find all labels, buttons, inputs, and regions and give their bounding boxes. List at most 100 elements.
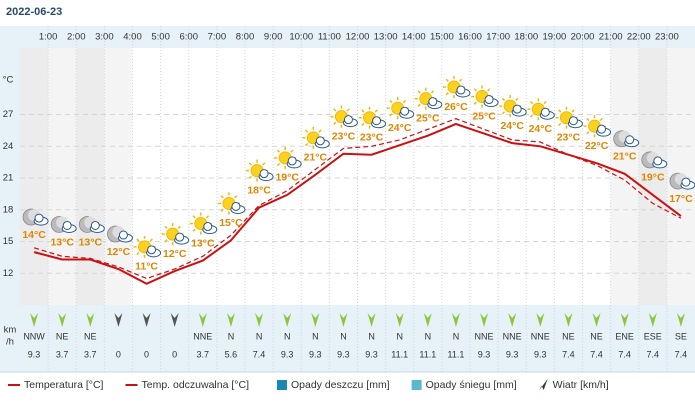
sun-ray <box>361 122 365 127</box>
wind-speed: 7.4 <box>590 349 603 359</box>
wind-arrow <box>255 313 264 327</box>
cloud-top <box>90 220 100 230</box>
hour-label: 19:00 <box>542 32 566 43</box>
sun-ray <box>501 111 506 115</box>
wind-arrow <box>114 313 123 327</box>
sun-ray <box>571 109 575 113</box>
cloud-top <box>512 104 522 114</box>
temperature-label: 18°C <box>247 184 271 196</box>
cloud-top <box>175 232 185 242</box>
legend-square <box>411 380 422 390</box>
sun-ray <box>136 238 140 242</box>
wind-speed: 9.3 <box>478 349 491 359</box>
temperature-label: 24°C <box>388 122 412 134</box>
hour-label: 13:00 <box>374 32 398 43</box>
weather-icon <box>302 126 330 149</box>
wind-speed: 11.1 <box>419 349 436 359</box>
weather-icon <box>133 235 162 258</box>
wind-speed: 9.3 <box>365 349 378 359</box>
sun-ray <box>361 109 365 113</box>
sun-ray <box>305 129 309 133</box>
weather-icon <box>161 223 190 246</box>
chart-title: 2022-06-23 <box>6 6 62 18</box>
legend-label: Opady śniegu [mm] <box>426 379 517 391</box>
cloud-top <box>400 106 410 116</box>
temperature-label: 13°C <box>79 236 103 248</box>
cloud-top <box>597 124 607 134</box>
weather-icon <box>583 115 612 138</box>
wind-speed: 3.7 <box>56 349 69 359</box>
hour-label: 7:00 <box>208 32 227 43</box>
weather-icon <box>330 105 358 128</box>
sun-ray <box>487 88 491 92</box>
wind-arrow <box>592 313 601 327</box>
wind-direction: ESE <box>644 331 662 341</box>
wind-direction: NNE <box>193 331 212 341</box>
legend-label: Wiatr [km/h] <box>553 379 609 391</box>
cloud-top <box>428 97 438 107</box>
hour-label: 10:00 <box>289 32 313 43</box>
weather-icon <box>669 172 695 190</box>
wind-direction: N <box>312 331 319 341</box>
sun-ray <box>192 228 196 232</box>
legend-arrow <box>538 379 548 391</box>
cloud-top <box>372 116 382 126</box>
hour-label: 22:00 <box>627 32 651 43</box>
weather-icon <box>555 106 583 129</box>
sun-ray <box>192 215 196 219</box>
night-column <box>104 48 133 305</box>
series-line <box>33 118 682 280</box>
temperature-label: 21°C <box>304 152 328 164</box>
wind-arrow <box>226 313 235 327</box>
weather-icon <box>499 95 527 118</box>
weather-icon <box>22 208 49 226</box>
temperature-label: 26°C <box>444 101 468 113</box>
wind-arrow <box>367 313 376 327</box>
wind-arrow <box>395 313 404 327</box>
wind-arrow <box>170 313 179 327</box>
sun-ray <box>445 92 449 96</box>
hour-label: 8:00 <box>236 32 255 43</box>
left-band <box>0 26 20 372</box>
wind-arrow <box>339 313 348 327</box>
y-tick-label: 24 <box>3 141 14 152</box>
temperature-label: 25°C <box>416 112 440 124</box>
weather-icon <box>217 192 246 215</box>
temperature-label: 11°C <box>135 261 158 273</box>
sun-ray <box>558 109 562 113</box>
hour-label: 6:00 <box>180 32 199 43</box>
wind-direction: N <box>228 331 235 341</box>
wind-direction: N <box>396 331 403 341</box>
wind-direction: N <box>284 331 291 341</box>
night-column <box>610 48 639 305</box>
sun-ray <box>164 239 168 243</box>
sun-ray <box>136 251 140 256</box>
wind-speed: 7.4 <box>618 349 631 359</box>
hour-label: 11:00 <box>318 32 341 43</box>
hour-label: 18:00 <box>514 32 538 43</box>
temperature-label: 24°C <box>500 120 524 132</box>
night-column <box>638 48 667 305</box>
cloud-top <box>259 169 269 179</box>
legend-square <box>276 380 287 390</box>
wind-direction: NE <box>84 331 97 341</box>
sun-ray <box>473 88 477 92</box>
weather-icon <box>442 76 471 99</box>
wind-speed: 11.1 <box>391 349 408 359</box>
cloud-top <box>540 107 550 117</box>
sun-ray <box>417 103 421 107</box>
wind-speed: 7.4 <box>562 349 575 359</box>
cloud-top <box>34 213 44 223</box>
sun-ray <box>262 162 266 166</box>
cloud-top <box>484 95 494 105</box>
weather-icon <box>189 212 218 235</box>
weather-icon <box>246 159 274 182</box>
wind-speed: 9.3 <box>534 349 547 359</box>
wind-speed: 7.4 <box>253 349 266 359</box>
wind-speed: 7.4 <box>675 349 688 359</box>
y-tick-label: 12 <box>3 268 14 279</box>
temperature-label: 17°C <box>669 193 693 205</box>
sun-ray <box>558 122 562 127</box>
hour-label: 16:00 <box>458 32 482 43</box>
temperature-label: 25°C <box>472 110 496 122</box>
